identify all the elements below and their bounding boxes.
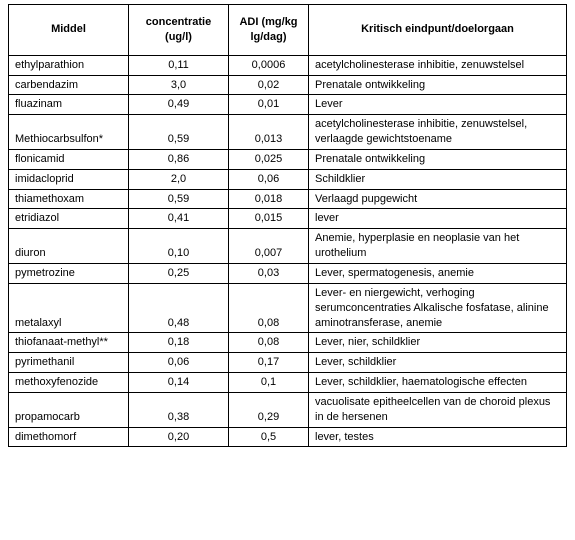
cell-adi: 0,01 (229, 95, 309, 115)
cell-concentratie: 0,38 (129, 392, 229, 427)
cell-kritisch: Lever, spermatogenesis, anemie (309, 263, 567, 283)
cell-kritisch: Anemie, hyperplasie en neoplasie van het… (309, 229, 567, 264)
cell-concentratie: 0,59 (129, 189, 229, 209)
table-row: flonicamid0,860,025Prenatale ontwikkelin… (9, 149, 567, 169)
cell-concentratie: 0,59 (129, 115, 229, 150)
col-header-concentratie: concentratie (ug/l) (129, 5, 229, 56)
cell-kritisch: acetylcholinesterase inhibitie, zenuwste… (309, 115, 567, 150)
cell-concentratie: 0,06 (129, 353, 229, 373)
table-row: dimethomorf0,200,5lever, testes (9, 427, 567, 447)
cell-adi: 0,02 (229, 75, 309, 95)
cell-middel: ethylparathion (9, 55, 129, 75)
cell-concentratie: 0,20 (129, 427, 229, 447)
table-row: imidacloprid2,00,06Schildklier (9, 169, 567, 189)
cell-kritisch: Prenatale ontwikkeling (309, 75, 567, 95)
cell-kritisch: Lever, schildklier (309, 353, 567, 373)
cell-adi: 0,018 (229, 189, 309, 209)
cell-concentratie: 0,14 (129, 373, 229, 393)
cell-middel: pyrimethanil (9, 353, 129, 373)
cell-kritisch: lever (309, 209, 567, 229)
cell-middel: imidacloprid (9, 169, 129, 189)
cell-kritisch: Lever- en niergewicht, verhoging serumco… (309, 283, 567, 333)
cell-adi: 0,013 (229, 115, 309, 150)
table-body: ethylparathion0,110,0006acetylcholineste… (9, 55, 567, 447)
cell-middel: propamocarb (9, 392, 129, 427)
table-row: ethylparathion0,110,0006acetylcholineste… (9, 55, 567, 75)
cell-kritisch: Schildklier (309, 169, 567, 189)
substances-table: Middel concentratie (ug/l) ADI (mg/kg lg… (8, 4, 567, 447)
cell-adi: 0,015 (229, 209, 309, 229)
cell-adi: 0,0006 (229, 55, 309, 75)
cell-concentratie: 0,18 (129, 333, 229, 353)
cell-concentratie: 2,0 (129, 169, 229, 189)
cell-kritisch: lever, testes (309, 427, 567, 447)
cell-kritisch: Lever, nier, schildklier (309, 333, 567, 353)
cell-concentratie: 3,0 (129, 75, 229, 95)
col-header-adi: ADI (mg/kg lg/dag) (229, 5, 309, 56)
cell-adi: 0,007 (229, 229, 309, 264)
page: Middel concentratie (ug/l) ADI (mg/kg lg… (0, 0, 575, 457)
cell-kritisch: Prenatale ontwikkeling (309, 149, 567, 169)
cell-adi: 0,03 (229, 263, 309, 283)
cell-kritisch: acetylcholinesterase inhibitie, zenuwste… (309, 55, 567, 75)
cell-middel: Methiocarbsulfon* (9, 115, 129, 150)
table-row: carbendazim3,00,02Prenatale ontwikkeling (9, 75, 567, 95)
cell-adi: 0,08 (229, 333, 309, 353)
cell-kritisch: Lever (309, 95, 567, 115)
cell-concentratie: 0,86 (129, 149, 229, 169)
cell-concentratie: 0,41 (129, 209, 229, 229)
table-row: methoxyfenozide0,140,1Lever, schildklier… (9, 373, 567, 393)
cell-adi: 0,29 (229, 392, 309, 427)
cell-concentratie: 0,48 (129, 283, 229, 333)
col-header-kritisch: Kritisch eindpunt/doelorgaan (309, 5, 567, 56)
table-row: metalaxyl0,480,08Lever- en niergewicht, … (9, 283, 567, 333)
cell-concentratie: 0,10 (129, 229, 229, 264)
cell-middel: metalaxyl (9, 283, 129, 333)
cell-middel: thiofanaat-methyl** (9, 333, 129, 353)
cell-middel: thiamethoxam (9, 189, 129, 209)
cell-kritisch: vacuolisate epitheelcellen van de choroi… (309, 392, 567, 427)
table-row: propamocarb0,380,29vacuolisate epitheelc… (9, 392, 567, 427)
table-row: etridiazol0,410,015lever (9, 209, 567, 229)
cell-adi: 0,1 (229, 373, 309, 393)
table-row: pyrimethanil0,060,17Lever, schildklier (9, 353, 567, 373)
cell-kritisch: Verlaagd pupgewicht (309, 189, 567, 209)
cell-adi: 0,5 (229, 427, 309, 447)
cell-middel: methoxyfenozide (9, 373, 129, 393)
table-row: pymetrozine0,250,03Lever, spermatogenesi… (9, 263, 567, 283)
cell-concentratie: 0,49 (129, 95, 229, 115)
table-row: thiofanaat-methyl**0,180,08Lever, nier, … (9, 333, 567, 353)
table-row: diuron0,100,007Anemie, hyperplasie en ne… (9, 229, 567, 264)
col-header-middel: Middel (9, 5, 129, 56)
cell-adi: 0,17 (229, 353, 309, 373)
table-header-row: Middel concentratie (ug/l) ADI (mg/kg lg… (9, 5, 567, 56)
table-row: Methiocarbsulfon*0,590,013acetylcholines… (9, 115, 567, 150)
cell-concentratie: 0,25 (129, 263, 229, 283)
cell-middel: dimethomorf (9, 427, 129, 447)
cell-middel: fluazinam (9, 95, 129, 115)
cell-adi: 0,06 (229, 169, 309, 189)
table-row: fluazinam0,490,01Lever (9, 95, 567, 115)
cell-middel: pymetrozine (9, 263, 129, 283)
cell-concentratie: 0,11 (129, 55, 229, 75)
cell-adi: 0,08 (229, 283, 309, 333)
cell-middel: etridiazol (9, 209, 129, 229)
cell-middel: carbendazim (9, 75, 129, 95)
cell-middel: diuron (9, 229, 129, 264)
table-row: thiamethoxam0,590,018Verlaagd pupgewicht (9, 189, 567, 209)
cell-middel: flonicamid (9, 149, 129, 169)
cell-adi: 0,025 (229, 149, 309, 169)
cell-kritisch: Lever, schildklier, haematologische effe… (309, 373, 567, 393)
